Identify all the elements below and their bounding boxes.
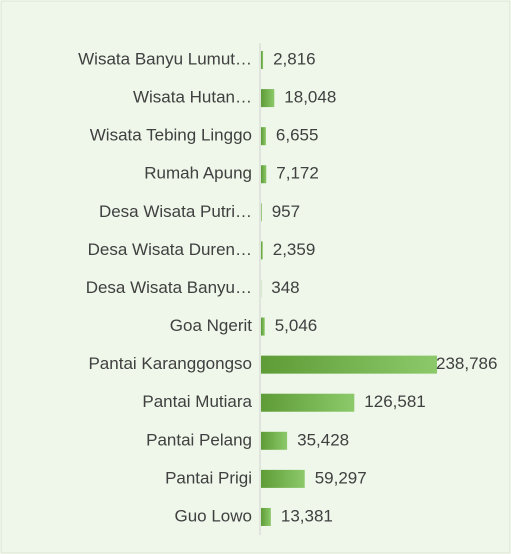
bar [261, 507, 271, 526]
bar [261, 241, 263, 260]
bar [261, 355, 437, 374]
data-label: 13,381 [281, 506, 333, 525]
data-label: 6,655 [276, 126, 319, 145]
category-label: Rumah Apung [144, 164, 252, 183]
data-label: 957 [272, 202, 300, 221]
data-label: 59,297 [315, 468, 367, 487]
data-label: 5,046 [275, 316, 318, 335]
data-label: 348 [271, 278, 299, 297]
category-label: Goa Ngerit [170, 316, 252, 335]
bar [261, 431, 288, 450]
category-label: Desa Wisata Banyu… [86, 278, 252, 297]
bar [261, 393, 355, 412]
category-label: Guo Lowo [175, 506, 253, 525]
data-label: 35,428 [297, 430, 349, 449]
category-label: Pantai Prigi [165, 468, 252, 487]
data-label: 238,786 [436, 354, 497, 373]
bar [261, 127, 266, 146]
data-label: 126,581 [364, 392, 425, 411]
category-label: Desa Wisata Duren… [88, 240, 252, 259]
bar [261, 469, 305, 488]
category-label: Wisata Tebing Linggo [90, 126, 252, 145]
category-label: Pantai Karanggongso [88, 354, 252, 373]
data-label: 7,172 [276, 164, 319, 183]
bar [261, 51, 264, 69]
category-label: Pantai Pelang [146, 430, 252, 449]
data-label: 2,359 [273, 240, 316, 259]
data-label: 18,048 [284, 88, 336, 107]
category-label: Pantai Mutiara [142, 392, 252, 411]
category-label: Desa Wisata Putri… [99, 202, 252, 221]
bar [261, 165, 267, 184]
category-label: Wisata Hutan… [133, 88, 252, 107]
bar [261, 317, 265, 336]
category-label: Wisata Banyu Lumut… [78, 49, 252, 68]
data-label: 2,816 [273, 49, 316, 68]
bar [261, 203, 262, 222]
bar [261, 89, 275, 108]
